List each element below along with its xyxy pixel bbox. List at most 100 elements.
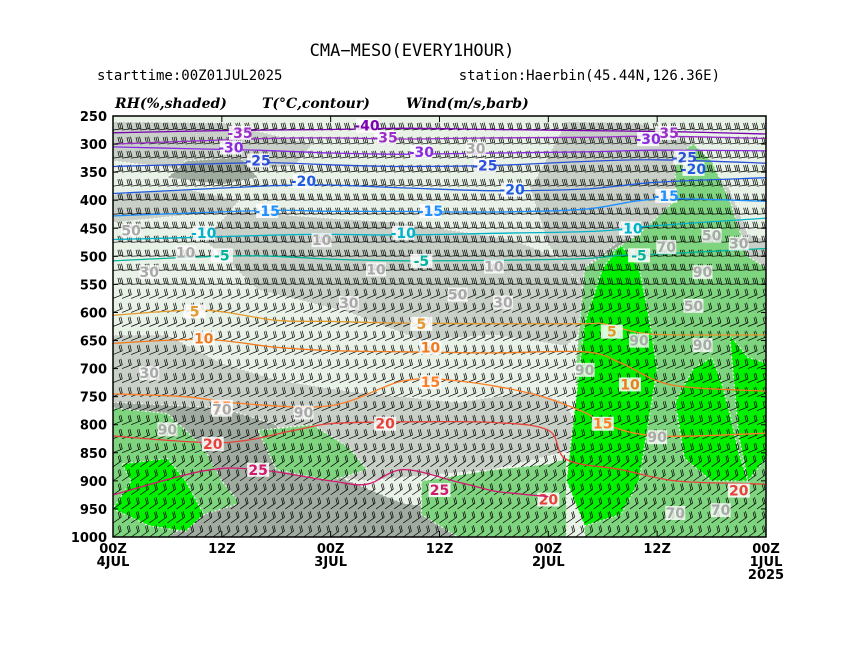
wind-barb — [285, 164, 296, 173]
wind-barb — [720, 122, 731, 131]
wind-barb — [385, 116, 388, 117]
wind-barb — [747, 122, 759, 131]
wind-barb — [530, 116, 533, 117]
temperature-label: -15 — [255, 204, 280, 220]
temperature-label: -20 — [681, 162, 707, 178]
temperature-label: -5 — [414, 254, 430, 270]
rh-label: 90 — [693, 265, 713, 281]
temperature-label: 10 — [194, 331, 214, 347]
wind-barb — [675, 136, 686, 145]
wind-barb — [158, 193, 169, 201]
wind-barb — [575, 207, 586, 215]
wind-barb — [185, 164, 196, 173]
rh-label: 50 — [121, 224, 141, 240]
rh-label: 50 — [702, 229, 722, 245]
wind-barb — [765, 536, 766, 537]
wind-barb — [765, 410, 766, 411]
wind-barb — [738, 207, 750, 215]
wind-barb — [185, 193, 196, 201]
wind-barb — [176, 193, 187, 201]
wind-barb — [738, 150, 750, 159]
y-tick-label: 400 — [80, 194, 107, 209]
wind-barb — [602, 207, 614, 215]
wind-barb — [765, 522, 766, 523]
wind-barb — [620, 122, 632, 131]
wind-barb — [512, 164, 523, 173]
y-tick-label: 600 — [80, 306, 107, 321]
wind-barb — [230, 178, 242, 187]
wind-barb — [765, 424, 766, 425]
y-tick-label: 300 — [80, 138, 107, 153]
temperature-label: -15 — [418, 204, 443, 220]
wind-barb — [620, 150, 632, 159]
wind-barb — [203, 150, 214, 159]
wind-barb — [185, 150, 196, 159]
wind-barb — [248, 178, 260, 187]
wind-barb — [158, 122, 169, 131]
x-tick-label: 12Z — [426, 542, 454, 557]
y-tick-label: 950 — [80, 503, 107, 518]
wind-barb — [113, 207, 124, 215]
wind-barb — [131, 150, 142, 159]
wind-barb — [611, 150, 623, 159]
wind-barb — [729, 116, 733, 117]
wind-barb — [765, 227, 766, 229]
wind-barb — [756, 178, 766, 187]
wind-barb — [620, 136, 632, 145]
wind-barb — [765, 284, 766, 285]
rh-label: 90 — [629, 334, 649, 350]
wind-barb — [239, 164, 251, 173]
rh-label: 30 — [140, 366, 160, 382]
wind-barb — [203, 193, 215, 201]
wind-barb — [602, 136, 613, 145]
wind-barb — [167, 164, 178, 173]
x-tick-label: 2025 — [748, 568, 784, 583]
wind-barb — [693, 136, 704, 145]
wind-barb — [475, 193, 487, 201]
wind-barb — [593, 164, 604, 173]
y-tick-label: 450 — [80, 222, 107, 237]
wind-barb — [448, 178, 459, 187]
wind-barb — [602, 122, 613, 131]
wind-barb — [593, 122, 604, 131]
wind-barb — [521, 164, 532, 173]
y-tick-label: 900 — [80, 475, 107, 490]
wind-barb — [747, 207, 759, 215]
wind-barb — [258, 193, 269, 201]
wind-barb — [385, 164, 396, 173]
temperature-label: -15 — [654, 189, 679, 205]
wind-barb — [720, 164, 731, 173]
wind-barb — [611, 116, 615, 117]
temperature-label: 5 — [190, 304, 200, 320]
wind-barb — [194, 150, 205, 159]
wind-barb — [738, 116, 742, 117]
wind-barb — [330, 164, 341, 173]
wind-barb — [530, 178, 541, 187]
temperature-label: -20 — [291, 174, 317, 190]
wind-barb — [466, 193, 478, 201]
wind-barb — [747, 178, 759, 187]
y-tick-label: 850 — [80, 447, 107, 462]
wind-barb — [738, 164, 750, 173]
rh-label: 30 — [493, 295, 513, 311]
wind-barb — [421, 136, 432, 145]
wind-barb — [765, 241, 766, 243]
wind-barb — [149, 150, 160, 159]
rh-region-rh80 — [257, 424, 368, 482]
temperature-label: 20 — [203, 437, 223, 453]
wind-barb — [693, 116, 696, 117]
wind-barb — [629, 207, 641, 215]
wind-barb — [765, 340, 766, 341]
wind-barb — [557, 193, 568, 201]
wind-barb — [339, 207, 351, 215]
wind-barb — [620, 116, 624, 117]
wind-barb — [321, 193, 332, 201]
wind-barb — [194, 178, 205, 187]
wind-barb — [684, 207, 695, 215]
wind-barb — [765, 312, 766, 313]
rh-label: 70 — [666, 506, 686, 522]
wind-barb — [539, 178, 550, 187]
wind-barb — [140, 178, 151, 187]
temperature-label: -10 — [617, 221, 643, 237]
temperature-label: 25 — [430, 483, 449, 499]
